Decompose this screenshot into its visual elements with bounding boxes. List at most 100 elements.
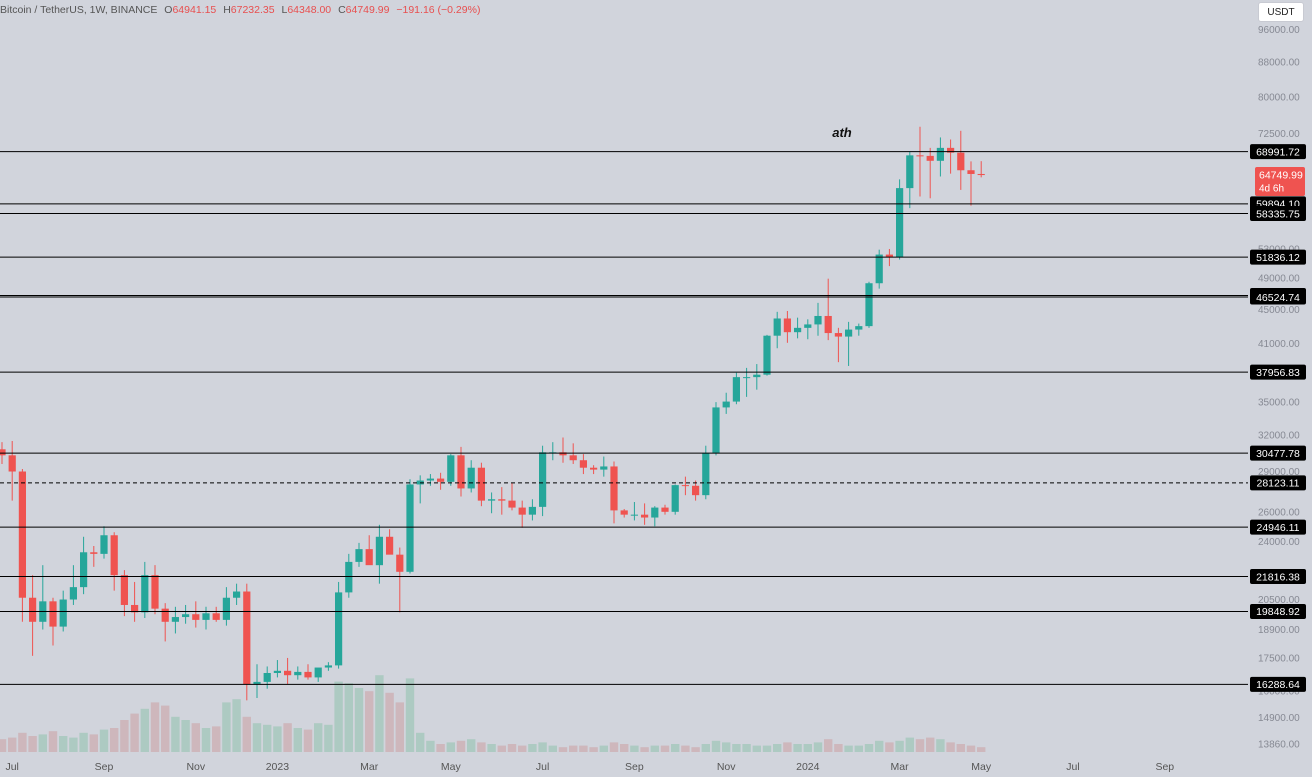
volume-bar [956, 744, 965, 752]
volume-bar [375, 675, 384, 752]
candle [916, 126, 924, 197]
candle [977, 161, 985, 178]
candle-body [8, 455, 16, 472]
candle [100, 526, 108, 559]
candle [304, 664, 312, 680]
candle-body [192, 614, 200, 620]
volume-bar [793, 744, 802, 752]
candle-body [324, 665, 332, 668]
candle-body [304, 671, 312, 678]
volume-bar [191, 723, 200, 752]
candle-body [426, 478, 434, 481]
price-line-label: 58335.75 [1256, 208, 1300, 220]
volume-bar [783, 742, 792, 752]
candle [396, 547, 404, 613]
candle [437, 472, 445, 490]
volume-bar [242, 716, 251, 752]
candle-body [498, 499, 506, 501]
x-tick-label: 2023 [266, 761, 290, 773]
candle-body [824, 315, 832, 334]
volume-bar [0, 739, 7, 752]
candle-body [345, 561, 353, 593]
candle-body [80, 552, 88, 588]
candle-body [90, 552, 98, 554]
candle-body [773, 318, 781, 336]
volume-bar [334, 681, 343, 752]
x-tick-label: Jul [1066, 761, 1079, 773]
volume-bar [232, 699, 241, 752]
candle-body [69, 587, 77, 600]
y-tick-label: 26000.00 [1258, 507, 1300, 518]
candle-body [743, 377, 751, 379]
candle [222, 587, 230, 626]
volume-bar [79, 732, 88, 752]
volume-bar [456, 740, 466, 752]
x-tick-label: Nov [186, 761, 205, 773]
current-price-bg [1255, 167, 1305, 197]
candle-body [590, 467, 598, 470]
x-tick-label: Sep [95, 761, 114, 773]
candle [539, 445, 547, 517]
candle-body [182, 614, 190, 618]
price-level: 16288.64 [0, 676, 1306, 692]
volume-bar [630, 745, 639, 752]
volume-bar [28, 736, 37, 752]
currency-button[interactable]: USDT [1258, 2, 1304, 22]
volume-bar [722, 742, 731, 752]
volume-bar [936, 739, 945, 752]
candle [732, 372, 740, 405]
volume-bar [569, 745, 578, 752]
candle-body [386, 536, 394, 555]
candle [110, 532, 118, 591]
volume-bar [701, 744, 710, 752]
volume-bar [18, 732, 27, 752]
volume-bar [681, 745, 690, 752]
candle [661, 504, 669, 515]
candle-body [29, 597, 37, 622]
volume-bar [426, 740, 435, 752]
volume-bar [161, 705, 170, 752]
volume-bar [69, 737, 78, 752]
candle-body [804, 324, 812, 328]
candle [773, 311, 781, 349]
candle-body [630, 514, 638, 516]
candle-body [447, 455, 455, 482]
price-level: 28123.11 [0, 475, 1306, 491]
price-level: 21816.38 [0, 569, 1306, 585]
price-line-label: 30477.78 [1256, 448, 1300, 460]
volume-bar [273, 726, 282, 752]
candle [151, 565, 159, 615]
x-tick-label: Nov [717, 761, 736, 773]
candle-body [294, 671, 302, 676]
volume-bar [671, 744, 680, 752]
candle-body [161, 608, 169, 622]
close-value: 64749.99 [345, 4, 390, 16]
candle [743, 367, 751, 397]
candle-body [273, 670, 281, 673]
volume-bar [8, 737, 17, 752]
candle [824, 278, 832, 341]
volume-bar [875, 740, 884, 752]
volume-bar [385, 692, 394, 752]
volume-bar [854, 745, 863, 752]
x-tick-label: Sep [1155, 761, 1174, 773]
candle [671, 484, 679, 515]
volume-bar [762, 745, 772, 752]
candle-body [620, 510, 628, 515]
y-tick-label: 20500.00 [1258, 595, 1300, 606]
volume-bar [354, 688, 364, 752]
volume-bar [660, 745, 670, 752]
volume-bar [303, 729, 313, 752]
volume-bar [181, 720, 190, 752]
candle [273, 660, 281, 678]
open-label: O [164, 4, 173, 16]
volume-bar [650, 745, 659, 752]
volume-bar [314, 723, 323, 752]
volume-bar [89, 734, 98, 752]
candle-body [467, 467, 475, 489]
candle-body [732, 377, 740, 402]
annotation-ath: ath [832, 125, 852, 140]
candle-body [100, 535, 108, 554]
candle [477, 462, 485, 507]
